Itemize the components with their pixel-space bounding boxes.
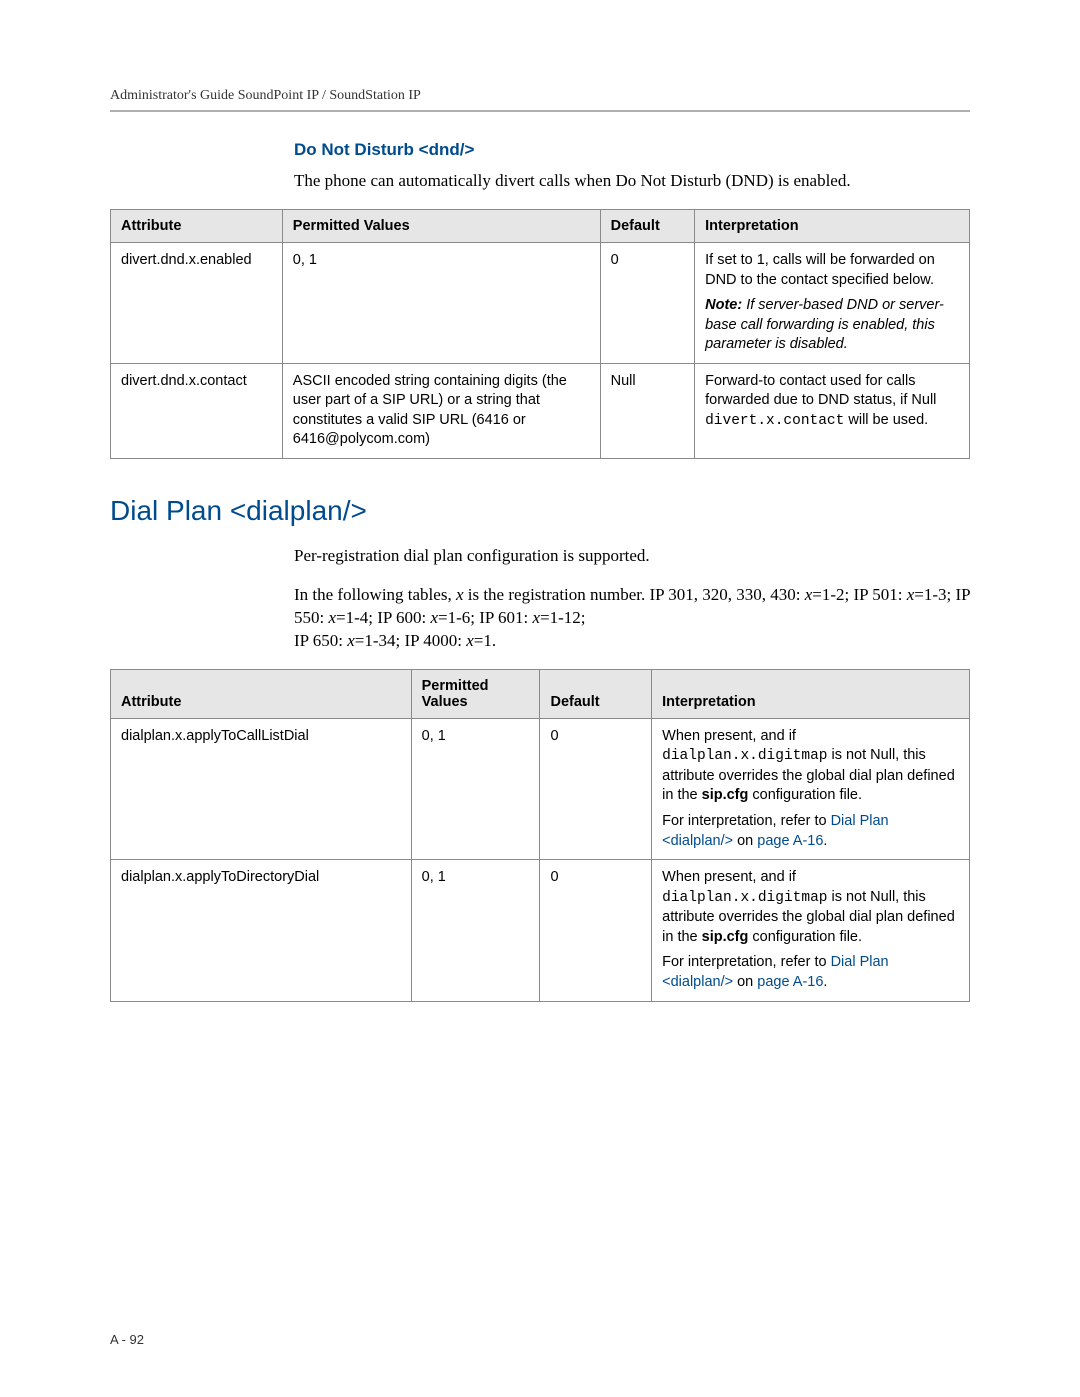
t: =1-6; IP 601: — [438, 608, 532, 627]
t: =1-4; IP 600: — [336, 608, 430, 627]
col-permitted: Permitted Values — [411, 669, 540, 718]
cell-default: 0 — [540, 860, 652, 1001]
t: In the following tables, — [294, 585, 456, 604]
col-permitted: Permitted Values — [282, 209, 600, 242]
t: When present, and if — [662, 869, 796, 885]
col-attribute: Attribute — [111, 209, 283, 242]
cell-permitted: 0, 1 — [411, 718, 540, 859]
dialplan-table: Attribute Permitted Values Default Inter… — [110, 669, 970, 1002]
t: is the registration number. IP 301, 320,… — [464, 585, 805, 604]
x: x — [456, 585, 464, 604]
table-row: dialplan.x.applyToCallListDial 0, 1 0 Wh… — [111, 718, 970, 859]
cell-interpretation: Forward-to contact used for calls forwar… — [695, 363, 970, 458]
t: IP 650: — [294, 631, 347, 650]
interp-text: When present, and if dialplan.x.digitmap… — [662, 727, 959, 806]
t: . — [823, 974, 827, 990]
x: x — [430, 608, 438, 627]
interp-text: When present, and if dialplan.x.digitmap… — [662, 868, 959, 947]
cross-ref-page[interactable]: page A-16 — [757, 833, 823, 849]
t: . — [823, 833, 827, 849]
interp-ref: For interpretation, refer to Dial Plan <… — [662, 953, 959, 992]
page-container: Administrator's Guide SoundPoint IP / So… — [0, 0, 1080, 1098]
cell-attribute: dialplan.x.applyToDirectoryDial — [111, 860, 412, 1001]
dnd-intro: The phone can automatically divert calls… — [294, 170, 970, 193]
page-number: A - 92 — [110, 1332, 144, 1347]
t: =1-2; IP 501: — [812, 585, 906, 604]
interp-ref: For interpretation, refer to Dial Plan <… — [662, 812, 959, 851]
cell-default: 0 — [540, 718, 652, 859]
cell-permitted: 0, 1 — [282, 242, 600, 363]
t: configuration file. — [748, 787, 862, 803]
col-default: Default — [600, 209, 694, 242]
dialplan-intro-block: Per-registration dial plan configuration… — [294, 545, 970, 653]
t: =1. — [474, 631, 496, 650]
col-interpretation: Interpretation — [652, 669, 970, 718]
x: x — [347, 631, 355, 650]
t: =1-12; — [540, 608, 585, 627]
interp-tail: will be used. — [844, 412, 928, 428]
t: on — [733, 974, 757, 990]
running-header: Administrator's Guide SoundPoint IP / So… — [110, 88, 970, 104]
dnd-heading: Do Not Disturb <dnd/> — [294, 140, 970, 160]
code: dialplan.x.digitmap — [662, 748, 827, 764]
t: When present, and if — [662, 728, 796, 744]
x: x — [466, 631, 474, 650]
col-interpretation: Interpretation — [695, 209, 970, 242]
col-attribute: Attribute — [111, 669, 412, 718]
cell-permitted: 0, 1 — [411, 860, 540, 1001]
dnd-section: Do Not Disturb <dnd/> The phone can auto… — [294, 140, 970, 193]
cell-interpretation: When present, and if dialplan.x.digitmap… — [652, 718, 970, 859]
cell-attribute: divert.dnd.x.contact — [111, 363, 283, 458]
dnd-table: Attribute Permitted Values Default Inter… — [110, 209, 970, 459]
x: x — [532, 608, 540, 627]
cell-permitted: ASCII encoded string containing digits (… — [282, 363, 600, 458]
table-header-row: Attribute Permitted Values Default Inter… — [111, 209, 970, 242]
t: For interpretation, refer to — [662, 813, 830, 829]
interp-text: If set to 1, calls will be forwarded on … — [705, 251, 959, 290]
t: =1-34; IP 4000: — [355, 631, 466, 650]
x: x — [328, 608, 336, 627]
bold: sip.cfg — [702, 787, 749, 803]
cell-attribute: divert.dnd.x.enabled — [111, 242, 283, 363]
cell-default: 0 — [600, 242, 694, 363]
cell-interpretation: If set to 1, calls will be forwarded on … — [695, 242, 970, 363]
note-label: Note: — [705, 297, 742, 313]
t: on — [733, 833, 757, 849]
dialplan-heading: Dial Plan <dialplan/> — [110, 495, 970, 527]
table-row: divert.dnd.x.contact ASCII encoded strin… — [111, 363, 970, 458]
code: dialplan.x.digitmap — [662, 890, 827, 906]
table-header-row: Attribute Permitted Values Default Inter… — [111, 669, 970, 718]
col-default: Default — [540, 669, 652, 718]
bold: sip.cfg — [702, 929, 749, 945]
cell-default: Null — [600, 363, 694, 458]
interp-code: divert.x.contact — [705, 413, 844, 429]
table-row: divert.dnd.x.enabled 0, 1 0 If set to 1,… — [111, 242, 970, 363]
dialplan-intro2: In the following tables, x is the regist… — [294, 584, 970, 653]
cell-interpretation: When present, and if dialplan.x.digitmap… — [652, 860, 970, 1001]
cell-attribute: dialplan.x.applyToCallListDial — [111, 718, 412, 859]
interp-lead: Forward-to contact used for calls forwar… — [705, 373, 936, 409]
table-row: dialplan.x.applyToDirectoryDial 0, 1 0 W… — [111, 860, 970, 1001]
t: For interpretation, refer to — [662, 954, 830, 970]
header-rule — [110, 110, 970, 112]
cross-ref-page[interactable]: page A-16 — [757, 974, 823, 990]
interp-text: Forward-to contact used for calls forwar… — [705, 372, 959, 432]
interp-note: Note: If server-based DND or server-base… — [705, 296, 959, 355]
dialplan-intro1: Per-registration dial plan configuration… — [294, 545, 970, 568]
t: configuration file. — [748, 929, 862, 945]
